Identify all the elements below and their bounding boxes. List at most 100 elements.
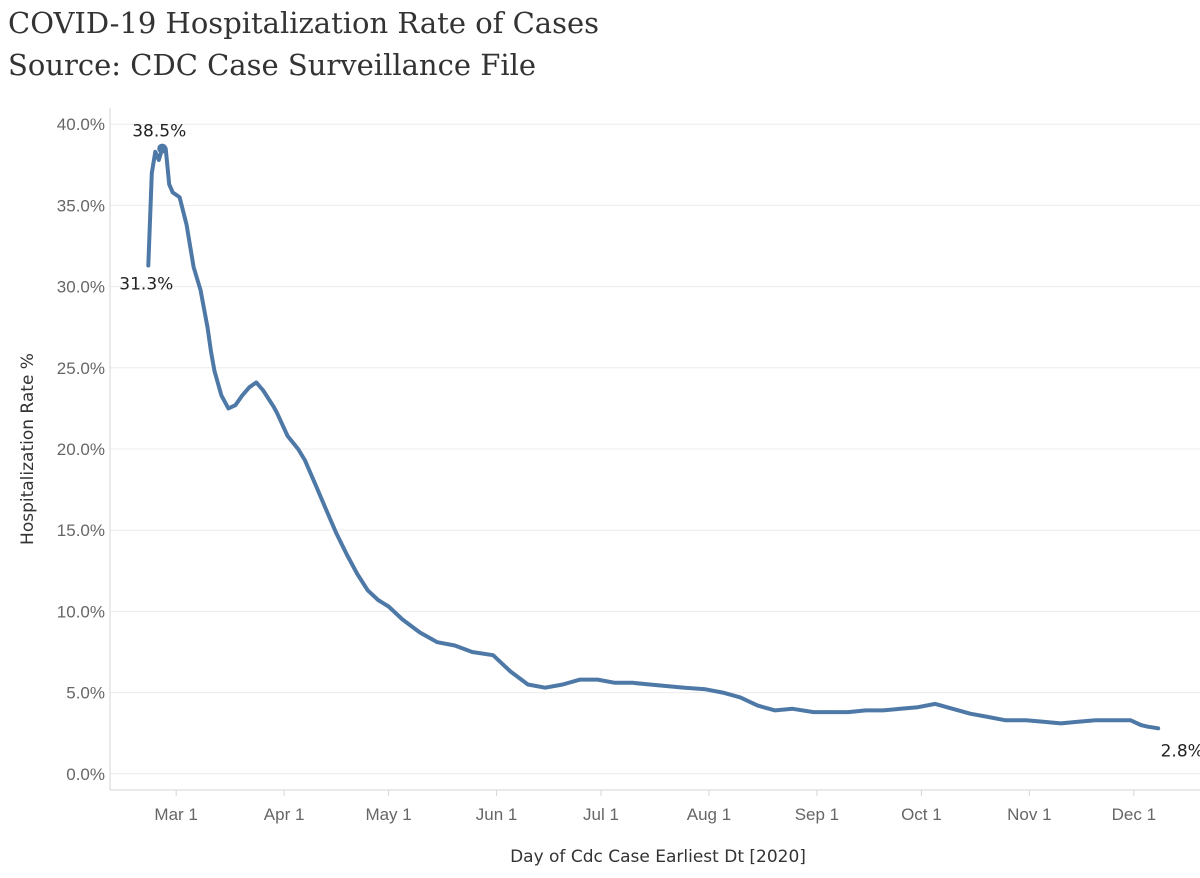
y-tick-label: 15.0% [57, 521, 105, 540]
data-point [1146, 725, 1149, 728]
data-point [192, 265, 195, 269]
y-tick-label: 5.0% [66, 684, 105, 703]
data-point [324, 507, 328, 511]
data-point [1003, 718, 1007, 722]
data-point [199, 288, 202, 292]
series-layer [146, 146, 1161, 731]
data-point [739, 696, 742, 699]
x-tick-label: Aug 1 [687, 805, 731, 824]
y-tick-label: 40.0% [57, 115, 105, 134]
data-point [1094, 718, 1097, 722]
y-tick-label: 35.0% [57, 196, 105, 215]
x-tick-label: Apr 1 [264, 805, 305, 824]
gridlines [110, 123, 1200, 775]
data-label: 2.8% [1161, 741, 1200, 761]
data-point [376, 598, 380, 602]
data-point [345, 553, 349, 556]
data-point [286, 434, 289, 438]
data-point [544, 686, 547, 689]
data-point [387, 605, 390, 608]
x-tick-label: Nov 1 [1007, 805, 1051, 824]
data-point [154, 150, 157, 154]
data-labels: 31.3% 38.5% 2.8% [119, 122, 1200, 762]
x-tick-label: Jun 1 [476, 805, 518, 824]
data-point [234, 403, 237, 407]
data-point [648, 683, 651, 686]
data-point [272, 405, 275, 408]
data-point [303, 459, 307, 462]
data-point [829, 710, 833, 714]
data-point [168, 183, 171, 186]
x-tick-label: May 1 [365, 805, 411, 824]
data-point [241, 394, 244, 397]
data-point [791, 707, 794, 711]
x-tick-label: Oct 1 [901, 805, 942, 824]
x-axis-ticks: Mar 1 Apr 1 May 1 Jun 1 Jul 1 Aug 1 Sep 1 Oct 1… [154, 790, 1156, 824]
data-point [1139, 723, 1142, 727]
data-point [1024, 718, 1028, 722]
data-point [436, 641, 439, 644]
data-point [453, 644, 456, 647]
data-point [1157, 727, 1160, 730]
data-point [526, 683, 530, 686]
data-point [1076, 720, 1080, 723]
data-point [1111, 718, 1115, 722]
data-point [986, 715, 989, 719]
data-point [1042, 720, 1045, 723]
data-point [366, 589, 369, 592]
data-point [899, 707, 902, 711]
data-point [578, 678, 582, 681]
chart-title: COVID-19 Hospitalization Rate of Cases [8, 6, 600, 40]
data-point [213, 369, 216, 373]
data-point [683, 686, 686, 689]
data-point [864, 709, 867, 712]
data-point [150, 171, 153, 175]
x-tick-label: Sep 1 [795, 805, 839, 824]
data-point [847, 710, 850, 714]
data-point [209, 350, 213, 353]
data-point [178, 196, 181, 199]
data-point [613, 681, 617, 685]
series-line [146, 146, 1161, 731]
data-point [773, 709, 777, 712]
data-point [934, 702, 937, 706]
y-tick-label: 25.0% [57, 359, 105, 378]
data-point [248, 386, 251, 389]
data-point [227, 407, 230, 410]
data-point [401, 618, 404, 621]
y-tick-label: 0.0% [66, 765, 105, 784]
y-tick-label: 30.0% [57, 278, 105, 297]
y-tick-label: 20.0% [57, 440, 105, 459]
data-point [275, 412, 279, 415]
data-point [721, 691, 725, 694]
data-point [262, 389, 265, 392]
data-point [881, 709, 885, 712]
y-tick-label: 10.0% [57, 602, 105, 621]
data-point [418, 631, 422, 634]
x-tick-label: Dec 1 [1112, 805, 1156, 824]
data-point [509, 670, 512, 673]
data-point [951, 707, 954, 711]
data-point [171, 191, 174, 194]
data-point [335, 532, 338, 535]
data-point [704, 688, 707, 691]
x-axis-title: Day of Cdc Case Earliest Dt [2020] [510, 847, 806, 867]
data-point [631, 681, 634, 685]
data-point [206, 326, 209, 329]
data-point [812, 710, 815, 714]
data-point [147, 264, 150, 267]
x-tick-label: Jul 1 [583, 805, 619, 824]
data-point [665, 684, 669, 688]
y-axis-title: Hospitalization Rate % [18, 353, 38, 545]
data-label: 38.5% [132, 122, 186, 142]
data-point [296, 447, 300, 451]
data-point [185, 223, 188, 227]
data-point [916, 705, 920, 709]
chart-subtitle: Source: CDC Case Surveillance File [8, 48, 537, 82]
data-label: 31.3% [119, 275, 173, 295]
data-point [561, 683, 564, 686]
data-point [1129, 718, 1132, 722]
data-point [356, 572, 359, 576]
